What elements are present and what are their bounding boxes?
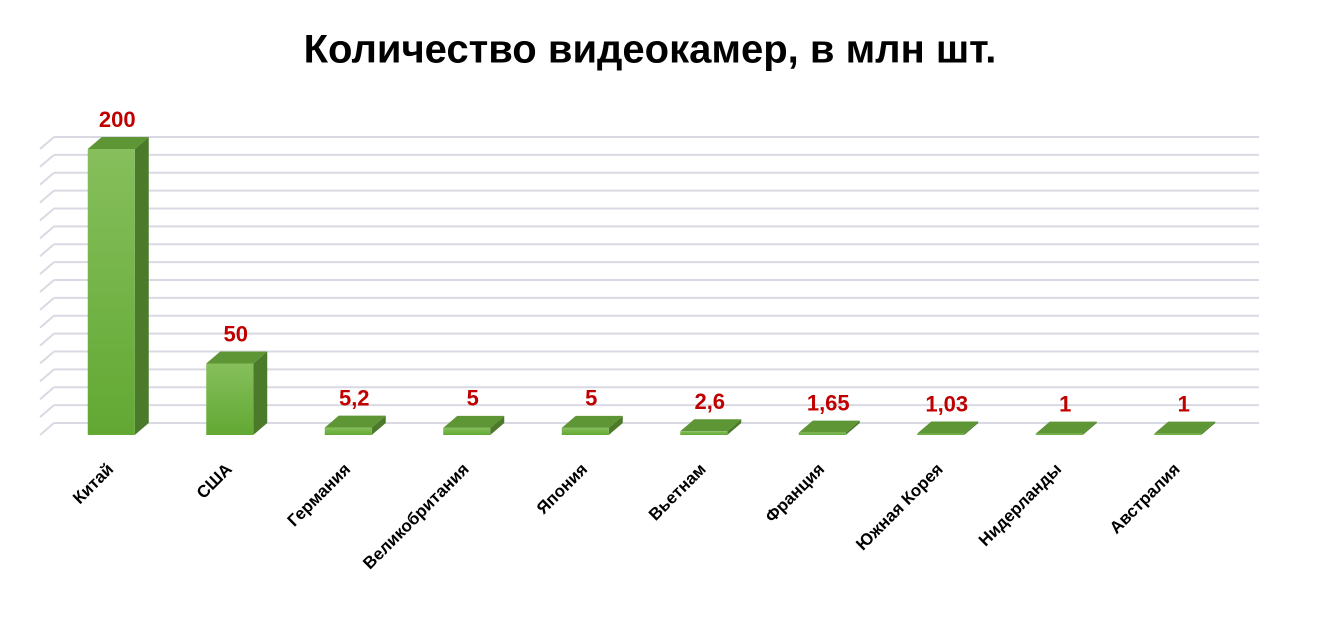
bar bbox=[561, 427, 609, 435]
grid-line-side bbox=[39, 243, 55, 258]
bar-side bbox=[964, 421, 979, 435]
bar-side bbox=[134, 137, 149, 435]
data-label: 200 bbox=[99, 107, 136, 132]
chart-title: Количество видеокамер, в млн шт. bbox=[304, 28, 997, 72]
data-label: 5,2 bbox=[339, 385, 370, 410]
x-tick-label: Германия bbox=[284, 460, 355, 531]
bar-top bbox=[798, 420, 860, 433]
bar bbox=[87, 149, 135, 435]
x-tick-label: Япония bbox=[533, 460, 591, 518]
bar-top bbox=[206, 351, 268, 364]
bar-side bbox=[253, 351, 268, 435]
x-tick-label: США bbox=[193, 460, 236, 503]
data-label: 1,03 bbox=[925, 391, 968, 416]
bar-top bbox=[324, 415, 386, 428]
data-label: 1 bbox=[1178, 391, 1190, 416]
bar bbox=[324, 427, 372, 435]
bar-top bbox=[1035, 421, 1097, 434]
x-tick-label: Китай bbox=[69, 460, 117, 508]
bar-side bbox=[1201, 421, 1216, 435]
x-tick-label: Нидерланды bbox=[975, 460, 1065, 550]
bar-top bbox=[561, 415, 623, 428]
bar bbox=[917, 433, 965, 435]
grid-line-side bbox=[39, 154, 55, 168]
grid-line-side bbox=[39, 297, 55, 311]
grid-line-side bbox=[39, 368, 55, 383]
x-tick-label: Великобритания bbox=[359, 460, 472, 573]
x-tick-label: Вьетнам bbox=[645, 460, 710, 525]
bar bbox=[798, 432, 846, 435]
bar-side bbox=[727, 419, 742, 435]
grid-line-side bbox=[39, 314, 55, 329]
bar-side bbox=[371, 415, 386, 435]
grid-line-side bbox=[39, 279, 55, 293]
x-tick-label: Франция bbox=[761, 460, 828, 527]
data-label: 50 bbox=[224, 321, 248, 346]
bar-top bbox=[443, 415, 505, 428]
grid-line-side bbox=[39, 225, 55, 240]
grid-line-side bbox=[39, 386, 55, 401]
bar bbox=[1035, 433, 1083, 435]
data-label: 5 bbox=[585, 386, 597, 411]
bar-top bbox=[680, 419, 742, 432]
grid-line-side bbox=[39, 171, 55, 186]
data-label: 5 bbox=[467, 386, 479, 411]
bar-side bbox=[490, 415, 505, 435]
data-label: 1,65 bbox=[807, 390, 850, 415]
grid-line-side bbox=[39, 207, 55, 222]
grid-line-side bbox=[39, 189, 55, 204]
grid-line-side bbox=[39, 332, 55, 347]
grid-line-side bbox=[39, 261, 55, 275]
data-label: 1 bbox=[1059, 391, 1071, 416]
bar bbox=[443, 427, 491, 435]
bar bbox=[1154, 433, 1202, 435]
grid-line-side bbox=[39, 350, 55, 365]
grid-line-side bbox=[39, 422, 55, 436]
grid-line-side bbox=[39, 404, 55, 418]
grid-line-side bbox=[39, 136, 55, 150]
bar-side bbox=[1082, 421, 1097, 435]
x-tick-label: Австралия bbox=[1106, 460, 1184, 538]
bar-side bbox=[845, 420, 860, 435]
bar bbox=[680, 431, 728, 435]
bar-top bbox=[917, 421, 979, 434]
bar-top bbox=[1154, 421, 1216, 434]
bar-side bbox=[608, 415, 623, 435]
x-tick-label: Южная Корея bbox=[852, 460, 947, 555]
bar-top bbox=[87, 137, 149, 149]
data-label: 2,6 bbox=[694, 389, 725, 414]
bar bbox=[206, 363, 254, 435]
